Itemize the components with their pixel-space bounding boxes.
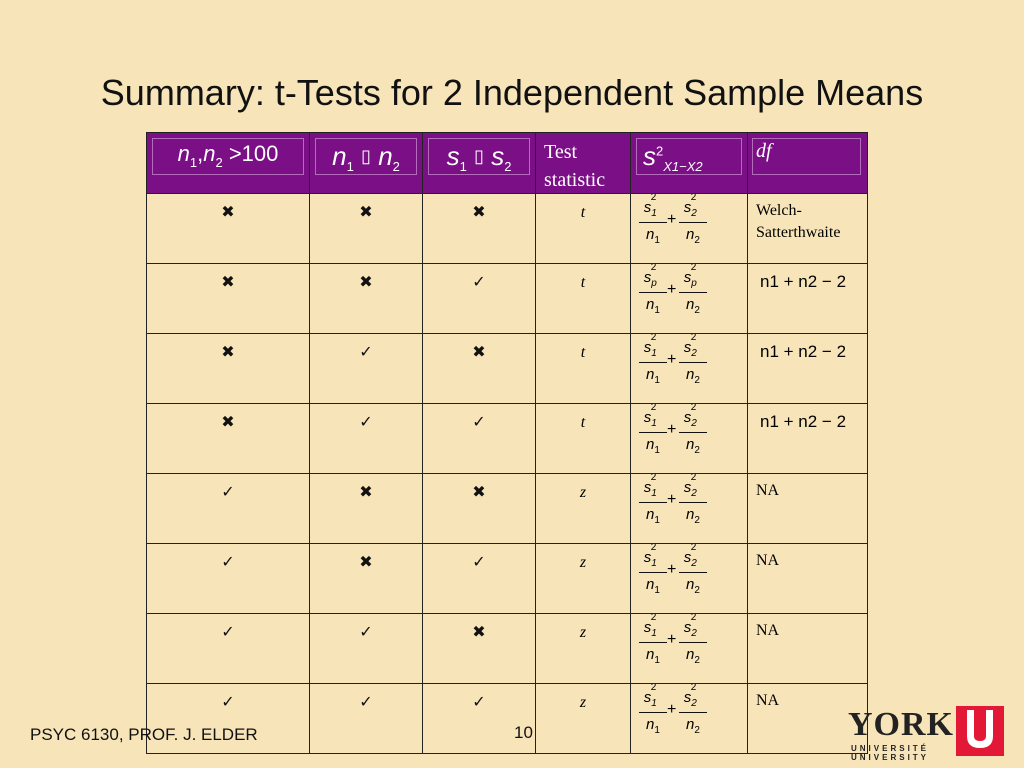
equal-variance-mark-check-icon: ✓ [422,403,536,474]
table-row: ✖ ✖ ✖ t s12 n1 + s22 n2 Welch- Satterthwaite [146,193,868,264]
df-text-cell: NA [747,473,868,544]
df-text-cell: NA [747,683,868,754]
table-row: ✓ ✓ ✖ z s12 n1 + s22 n2 NA [146,613,868,684]
variance-formula-cell: s12 n1 + s22 n2 [630,333,748,404]
equal-n-mark-check-icon: ✓ [309,333,423,404]
header-df: df [747,132,868,194]
df-formula-cell: n1 + n2 − 2 [747,263,868,334]
header-equal-variances: s1 ▯ s2 [422,132,536,194]
variance-formula: s12 n1 + s22 n2 [632,615,747,673]
variance-formula: s12 n1 + s22 n2 [632,335,747,393]
df-text-cell: Welch- Satterthwaite [747,193,868,264]
test-statistic-cell: t [535,263,631,334]
large-sample-mark-check-icon: ✓ [146,613,310,684]
table-row: ✓ ✖ ✖ z s12 n1 + s22 n2 NA [146,473,868,544]
variance-formula-cell: s12 n1 + s22 n2 [630,473,748,544]
header-frame [152,138,304,175]
test-statistic-cell: t [535,403,631,474]
large-sample-mark-cross-icon: ✖ [146,403,310,474]
table-row: ✖ ✓ ✓ t s12 n1 + s22 n2 n1 + n2 − 2 [146,403,868,474]
test-statistic-cell: t [535,333,631,404]
equal-n-mark-cross-icon: ✖ [309,473,423,544]
equal-n-mark-cross-icon: ✖ [309,263,423,334]
slide-title: Summary: t-Tests for 2 Independent Sampl… [100,72,924,113]
df-text: NA [756,692,780,709]
df-formula-cell: n1 + n2 − 2 [747,333,868,404]
table-row: ✖ ✖ ✓ t sp2 n1 + sp2 n2 n1 + n2 − 2 [146,263,868,334]
df-text: NA [756,482,780,499]
df-formula-cell: n1 + n2 − 2 [747,403,868,474]
variance-formula-cell: s12 n1 + s22 n2 [630,683,748,754]
df-formula: n1 + n2 − 2 [760,272,847,291]
york-logo: YORK UNIVERSITÉ UNIVERSITY [846,706,1006,762]
equal-n-mark-cross-icon: ✖ [309,543,423,614]
test-statistic-cell: z [535,543,631,614]
df-text-cell: NA [747,613,868,684]
large-sample-mark-check-icon: ✓ [146,473,310,544]
df-text: NA [756,622,780,639]
equal-variance-mark-cross-icon: ✖ [422,333,536,404]
york-u-mark-icon [956,706,1004,756]
variance-formula: s12 n1 + s22 n2 [632,545,747,603]
df-text: Welch- Satterthwaite [756,202,841,241]
equal-n-mark-check-icon: ✓ [309,683,423,754]
test-statistic-cell: z [535,473,631,544]
large-sample-mark-check-icon: ✓ [146,683,310,754]
header-variance-of-difference: s2X1−X2 [630,132,748,194]
large-sample-mark-cross-icon: ✖ [146,193,310,264]
variance-formula: s12 n1 + s22 n2 [632,405,747,463]
equal-n-mark-check-icon: ✓ [309,613,423,684]
large-sample-mark-cross-icon: ✖ [146,263,310,334]
test-statistic-cell: z [535,683,631,754]
footer-course: PSYC 6130, PROF. J. ELDER [30,725,258,744]
equal-n-mark-check-icon: ✓ [309,403,423,474]
variance-formula: s12 n1 + s22 n2 [632,195,747,253]
df-text-cell: NA [747,543,868,614]
missing-glyph-icon: ▯ [361,146,371,166]
header-large-samples: n1,n2 >100 [146,132,310,194]
header-equal-sample-sizes: n1 ▯ n2 [309,132,423,194]
variance-formula-cell: s12 n1 + s22 n2 [630,403,748,474]
table-header-row: n1,n2 >100 n1 ▯ n2 s1 ▯ s2 [146,132,868,194]
large-sample-mark-cross-icon: ✖ [146,333,310,404]
variance-formula-cell: s12 n1 + s22 n2 [630,193,748,264]
equal-variance-mark-cross-icon: ✖ [422,473,536,544]
df-formula: n1 + n2 − 2 [760,412,847,431]
test-statistic-cell: z [535,613,631,684]
large-sample-mark-check-icon: ✓ [146,543,310,614]
equal-variance-mark-cross-icon: ✖ [422,613,536,684]
variance-formula-cell: sp2 n1 + sp2 n2 [630,263,748,334]
df-formula: n1 + n2 − 2 [760,342,847,361]
table-row: ✓ ✓ ✓ z s12 n1 + s22 n2 NA [146,683,868,754]
missing-glyph-icon: ▯ [474,146,484,166]
equal-variance-mark-check-icon: ✓ [422,263,536,334]
variance-formula: sp2 n1 + sp2 n2 [632,265,747,323]
page-number: 10 [514,723,533,742]
variance-formula: s12 n1 + s22 n2 [632,685,747,743]
variance-formula: s12 n1 + s22 n2 [632,475,747,533]
summary-table: n1,n2 >100 n1 ▯ n2 s1 ▯ s2 [146,132,868,754]
variance-formula-cell: s12 n1 + s22 n2 [630,613,748,684]
equal-variance-mark-cross-icon: ✖ [422,193,536,264]
table-row: ✖ ✓ ✖ t s12 n1 + s22 n2 n1 + n2 − 2 [146,333,868,404]
table-row: ✓ ✖ ✓ z s12 n1 + s22 n2 NA [146,543,868,614]
header-test-statistic: Test statistic [535,132,631,194]
equal-variance-mark-check-icon: ✓ [422,683,536,754]
equal-variance-mark-check-icon: ✓ [422,543,536,614]
variance-formula-cell: s12 n1 + s22 n2 [630,543,748,614]
test-statistic-cell: t [535,193,631,264]
df-text: NA [756,552,780,569]
equal-n-mark-cross-icon: ✖ [309,193,423,264]
